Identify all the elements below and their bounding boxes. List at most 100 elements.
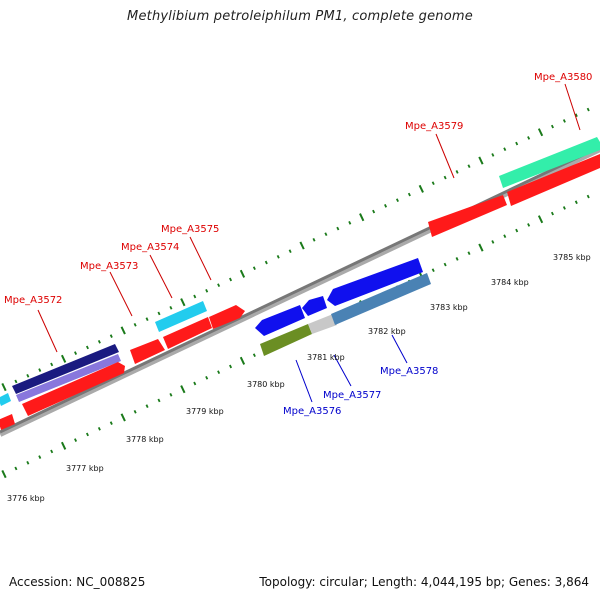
cog-band-forward — [0, 137, 600, 406]
cds-arrow — [507, 154, 600, 206]
leader-line — [564, 83, 581, 131]
cds-track-reverse — [255, 258, 423, 336]
ruler-minor-tick — [336, 226, 340, 231]
gene-label[interactable]: Mpe_A3577 — [323, 390, 381, 401]
cds-arrow — [0, 414, 15, 430]
ruler-minor-tick — [348, 221, 352, 225]
leader-line — [109, 271, 133, 317]
ruler-major-tick — [60, 354, 67, 363]
ruler-minor-tick — [395, 198, 399, 203]
ruler-minor-tick — [574, 113, 578, 118]
ruler-minor-tick — [586, 194, 590, 199]
ruler-minor-tick — [586, 107, 590, 112]
label-leaders — [37, 83, 581, 403]
cds-track-forward — [0, 154, 600, 430]
ruler-minor-tick — [527, 223, 531, 227]
cds-arrow — [327, 258, 423, 306]
ruler-minor-tick — [26, 460, 30, 465]
ruler-minor-tick — [455, 257, 459, 261]
ruler-minor-tick — [455, 170, 459, 174]
gene-label[interactable]: Mpe_A3574 — [121, 242, 179, 253]
ruler-minor-tick — [38, 455, 42, 459]
forward-tick-track — [1, 107, 590, 392]
ruler-major-tick — [537, 128, 544, 137]
ruler-label: 3784 kbp — [491, 278, 529, 287]
gene-box — [12, 344, 119, 394]
ruler-major-tick — [180, 298, 186, 307]
gene-label[interactable]: Mpe_A3572 — [4, 295, 62, 306]
ruler-label: 3777 kbp — [66, 464, 104, 473]
ruler-minor-tick — [50, 362, 54, 367]
ruler-minor-tick — [431, 268, 435, 273]
ruler-minor-tick — [97, 426, 101, 431]
ruler-minor-tick — [264, 260, 268, 265]
ruler-minor-tick — [157, 311, 161, 316]
gene-box — [308, 314, 337, 334]
ruler-labels: 3776 kbp 3777 kbp 3778 kbp 3779 kbp 3780… — [7, 253, 591, 503]
cds-arrow — [255, 305, 305, 336]
cds-arrow — [302, 296, 327, 316]
ruler-minor-tick — [217, 370, 221, 374]
ruler-minor-tick — [443, 175, 447, 180]
ruler-minor-tick — [169, 392, 173, 397]
ruler-label: 3785 kbp — [553, 253, 591, 262]
ruler-minor-tick — [324, 232, 328, 237]
ruler-minor-tick — [193, 381, 197, 386]
gene-box — [155, 301, 207, 332]
ruler-minor-tick — [14, 379, 18, 384]
gene-label[interactable]: Mpe_A3573 — [80, 261, 138, 272]
ruler-major-tick — [418, 184, 424, 193]
ruler-minor-tick — [229, 277, 233, 282]
ruler-minor-tick — [491, 240, 495, 244]
gene-label[interactable]: Mpe_A3579 — [405, 121, 463, 132]
leader-line — [333, 354, 352, 387]
cds-arrow — [130, 339, 165, 364]
ruler-label: 3780 kbp — [247, 380, 285, 389]
ruler-minor-tick — [193, 294, 197, 299]
ruler-minor-tick — [50, 449, 54, 454]
ruler-minor-tick — [276, 255, 280, 259]
ruler-minor-tick — [503, 147, 507, 152]
ruler-major-tick — [359, 213, 365, 222]
genome-backbone — [0, 145, 600, 434]
ruler-label: 3776 kbp — [7, 494, 45, 503]
ruler-label: 3779 kbp — [186, 407, 224, 416]
ruler-minor-tick — [550, 124, 554, 129]
ruler-major-tick — [239, 269, 246, 278]
ruler-major-tick — [478, 243, 484, 252]
ruler-minor-tick — [515, 141, 519, 146]
reverse-tick-track — [1, 194, 590, 479]
ruler-minor-tick — [85, 432, 89, 437]
ruler-minor-tick — [491, 153, 495, 157]
ruler-minor-tick — [74, 438, 78, 442]
cds-arrow — [428, 195, 507, 237]
ruler-minor-tick — [14, 466, 18, 471]
ruler-minor-tick — [550, 211, 554, 216]
ruler-major-tick — [299, 241, 305, 250]
ruler-minor-tick — [133, 409, 137, 414]
ruler-minor-tick — [145, 317, 149, 321]
ruler-minor-tick — [85, 345, 89, 350]
gene-label[interactable]: Mpe_A3576 — [283, 406, 341, 417]
ruler-label: 3778 kbp — [126, 435, 164, 444]
ruler-minor-tick — [252, 353, 256, 357]
ruler-label: 3781 kbp — [307, 353, 345, 362]
ruler-minor-tick — [443, 262, 447, 267]
ruler-minor-tick — [74, 351, 78, 355]
ruler-major-tick — [180, 385, 186, 394]
ruler-minor-tick — [157, 398, 161, 403]
gene-label[interactable]: Mpe_A3575 — [161, 224, 219, 235]
ruler-minor-tick — [503, 234, 507, 239]
ruler-minor-tick — [205, 375, 209, 380]
ruler-minor-tick — [217, 283, 221, 287]
ruler-minor-tick — [407, 192, 411, 197]
ruler-minor-tick — [562, 119, 566, 123]
leader-line — [189, 236, 212, 281]
map-title: Methylibium petroleiphilum PM1, complete… — [127, 9, 473, 24]
cog-band-reverse — [260, 273, 431, 356]
gene-label[interactable]: Mpe_A3578 — [380, 366, 438, 377]
ruler-minor-tick — [384, 204, 388, 208]
ruler-major-tick — [120, 326, 126, 335]
gene-label[interactable]: Mpe_A3580 — [534, 72, 592, 83]
